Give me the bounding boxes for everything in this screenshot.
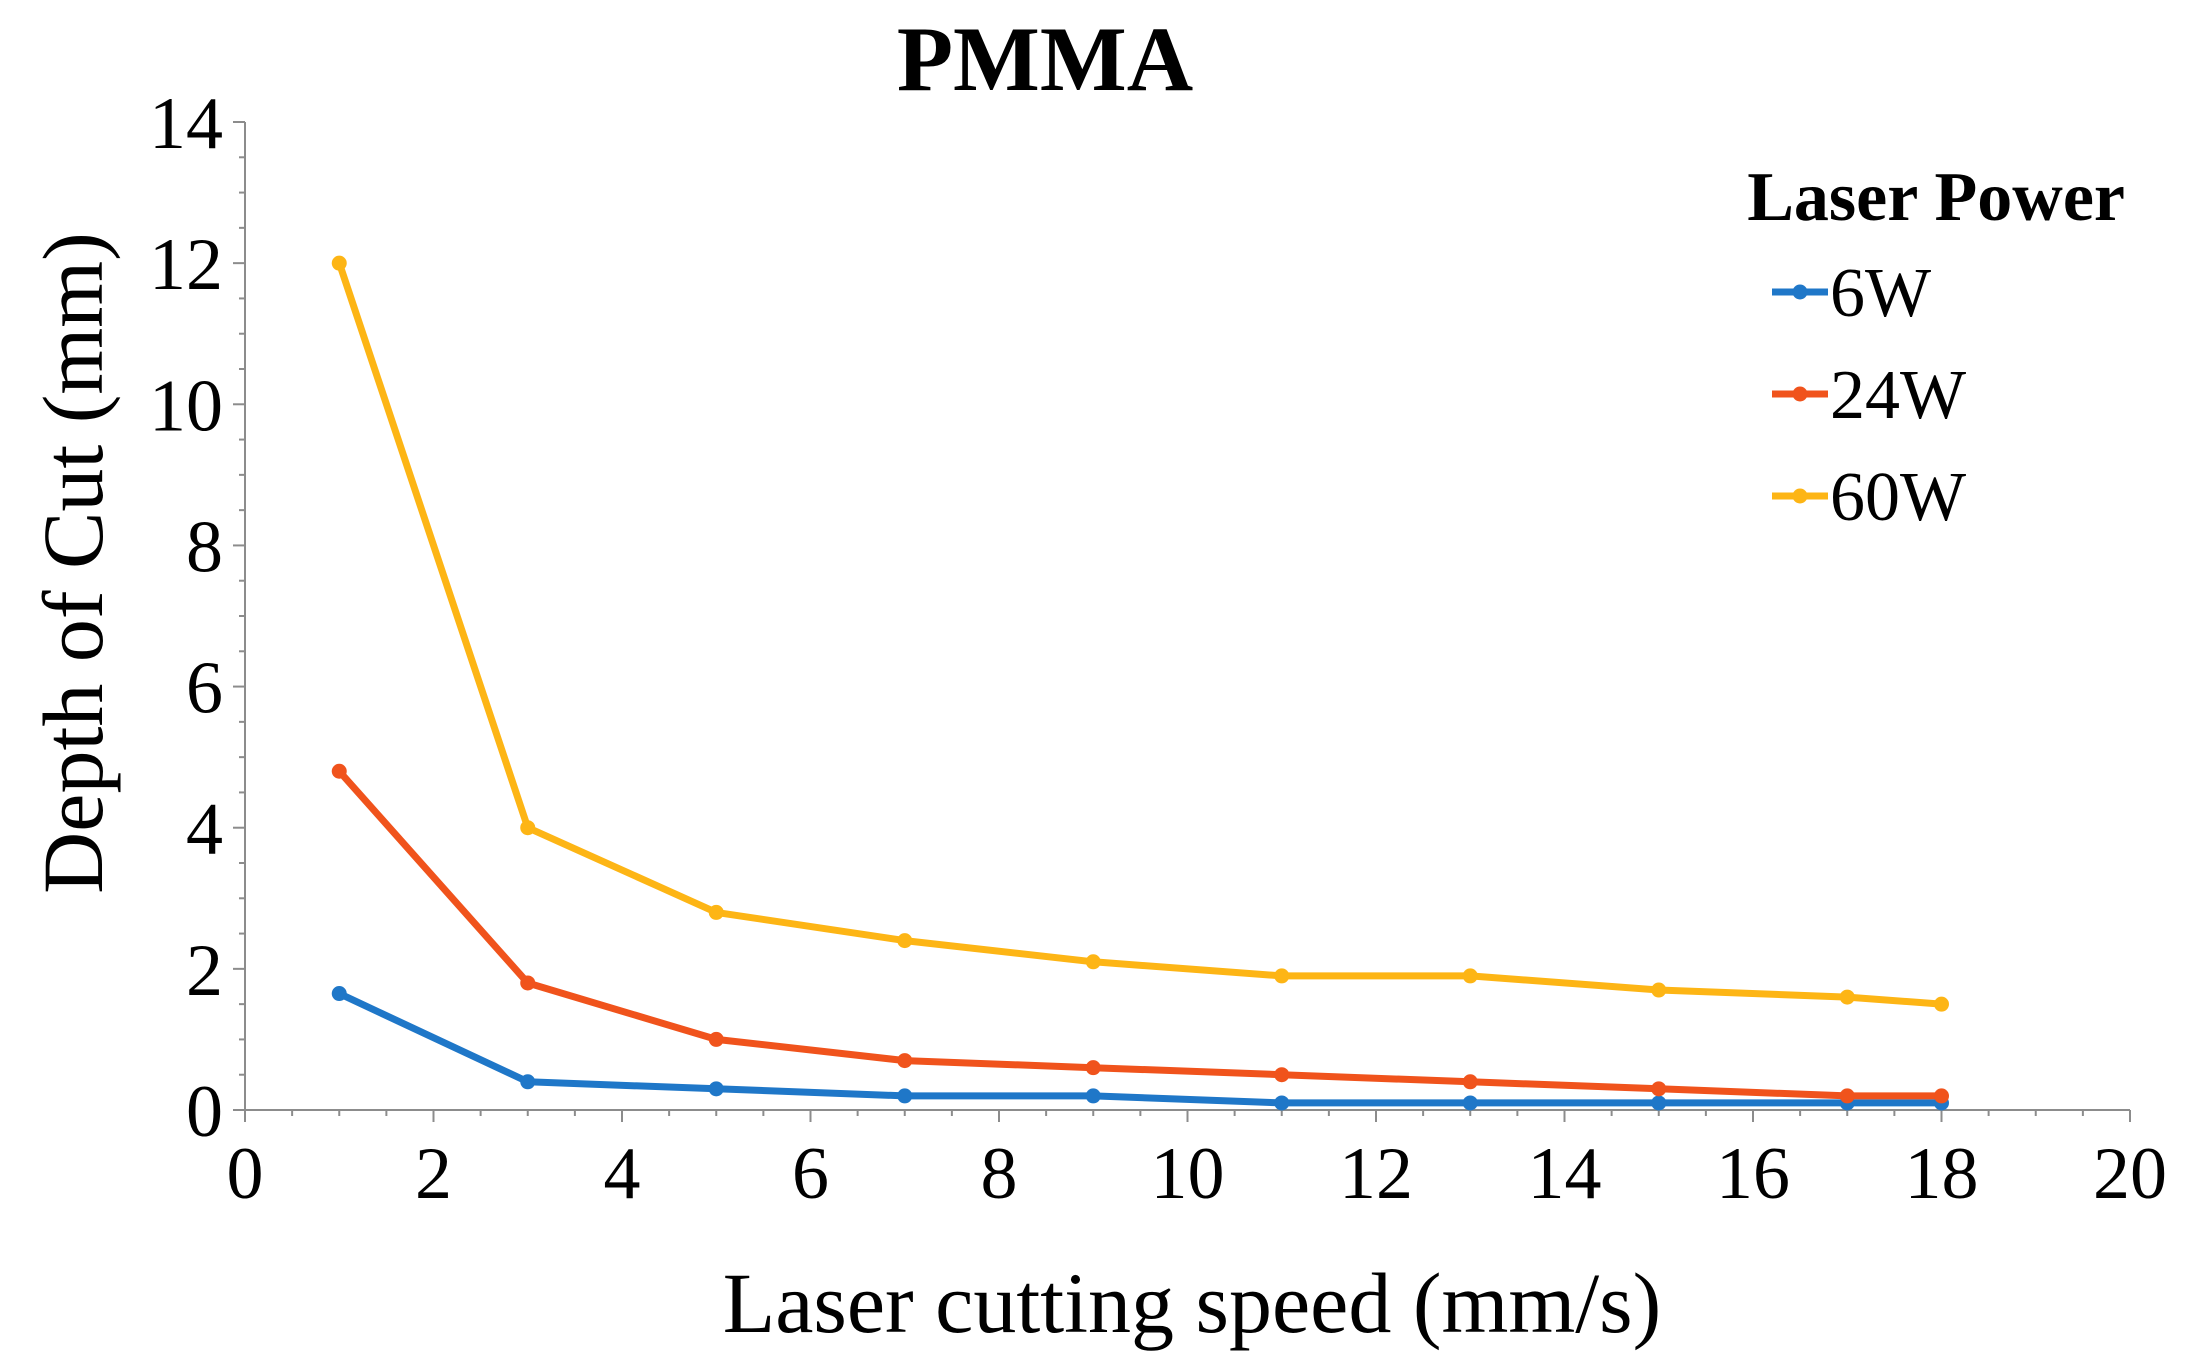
data-point-60w xyxy=(1934,996,1949,1012)
data-point-24w xyxy=(1839,1088,1855,1104)
data-point-24w xyxy=(708,1031,724,1047)
data-point-24w xyxy=(520,975,536,991)
data-point-24w xyxy=(1462,1074,1478,1090)
series-60w xyxy=(331,255,1949,1012)
data-point-24w xyxy=(897,1053,913,1069)
data-point-24w xyxy=(1651,1081,1667,1097)
data-point-24w xyxy=(1085,1060,1101,1076)
legend-item-24w: 24W xyxy=(1772,357,1966,434)
x-tick-label: 12 xyxy=(1339,1133,1413,1215)
y-tick-label: 14 xyxy=(149,83,223,165)
chart-title: PMMA xyxy=(897,8,1193,110)
x-axis-title: Laser cutting speed (mm/s) xyxy=(723,1255,1662,1351)
y-tick-label: 8 xyxy=(186,506,223,588)
y-tick-label: 4 xyxy=(186,789,223,871)
data-point-6w xyxy=(1274,1095,1290,1111)
data-point-24w xyxy=(1274,1067,1290,1083)
legend-label: 60W xyxy=(1830,459,1966,536)
series-24w xyxy=(331,763,1949,1104)
x-tick-label: 18 xyxy=(1905,1133,1979,1215)
data-point-6w xyxy=(1085,1088,1101,1104)
x-tick-label: 6 xyxy=(792,1133,829,1215)
x-tick-label: 20 xyxy=(2093,1133,2167,1215)
legend-swatch-marker xyxy=(1792,488,1808,504)
x-tick-label: 14 xyxy=(1528,1133,1602,1215)
legend-swatch-marker xyxy=(1792,386,1808,402)
data-point-60w xyxy=(1651,982,1667,998)
data-point-60w xyxy=(897,933,913,949)
legend-label: 6W xyxy=(1830,255,1931,332)
y-axis-title: Depth of Cut (mm) xyxy=(25,232,121,894)
data-point-60w xyxy=(708,904,724,920)
series-line-24w xyxy=(335,767,1945,1100)
data-point-6w xyxy=(897,1088,913,1104)
data-point-60w xyxy=(1462,968,1478,984)
y-tick-label: 12 xyxy=(149,224,223,306)
data-point-6w xyxy=(1462,1095,1478,1111)
y-tick-label: 10 xyxy=(149,365,223,447)
x-tick-label: 4 xyxy=(604,1133,641,1215)
x-axis-ticks: 0 2 4 6 8 10 12 14 16 18 20 xyxy=(227,1133,2168,1215)
data-point-60w xyxy=(331,255,347,271)
data-point-60w xyxy=(520,820,536,836)
y-axis-ticks: 0 2 4 6 8 10 12 14 xyxy=(149,83,223,1153)
plot-area xyxy=(331,255,1949,1111)
axes xyxy=(233,121,2131,1122)
x-tick-label: 16 xyxy=(1716,1133,1790,1215)
x-tick-label: 0 xyxy=(227,1133,264,1215)
data-point-60w xyxy=(1839,989,1855,1005)
x-tick-label: 8 xyxy=(981,1133,1018,1215)
data-point-6w xyxy=(331,986,347,1002)
y-tick-label: 6 xyxy=(186,648,223,730)
data-point-24w xyxy=(1934,1088,1949,1104)
legend-item-60w: 60W xyxy=(1772,459,1966,536)
x-tick-label: 2 xyxy=(415,1133,452,1215)
data-point-6w xyxy=(520,1074,536,1090)
x-tick-label: 10 xyxy=(1151,1133,1225,1215)
data-point-6w xyxy=(708,1081,724,1097)
series-line-60w xyxy=(335,259,1945,1008)
legend-label: 24W xyxy=(1830,357,1966,434)
legend-items: 6W 24W 60W xyxy=(1772,255,1966,536)
y-tick-label: 0 xyxy=(186,1071,223,1153)
legend-title: Laser Power xyxy=(1747,159,2125,236)
legend: Laser Power 6W 24W 60W xyxy=(1747,159,2125,536)
data-point-60w xyxy=(1274,968,1290,984)
data-point-6w xyxy=(1651,1095,1667,1111)
y-tick-label: 2 xyxy=(186,930,223,1012)
legend-swatch-marker xyxy=(1792,284,1808,300)
data-point-60w xyxy=(1085,954,1101,970)
series-line-6w xyxy=(335,990,1945,1107)
data-point-24w xyxy=(331,763,347,779)
legend-item-6w: 6W xyxy=(1772,255,1931,332)
